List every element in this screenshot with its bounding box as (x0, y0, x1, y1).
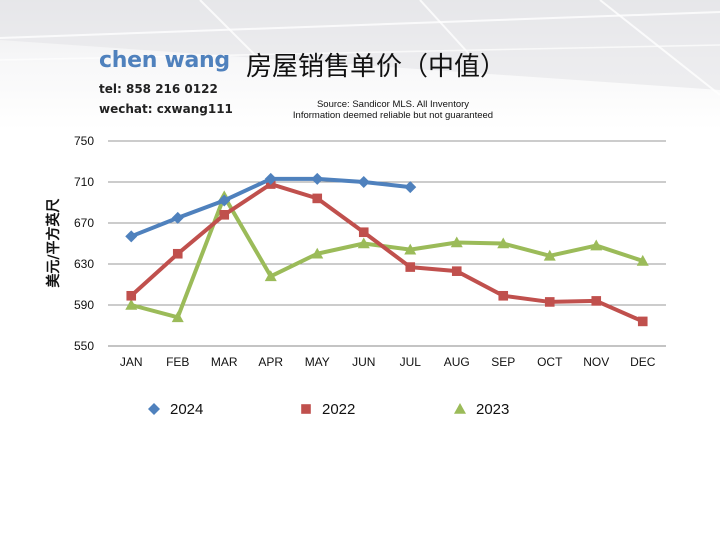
data-point-2022 (312, 193, 323, 204)
series-line-2023 (129, 194, 645, 320)
y-tick-label: 590 (74, 298, 94, 312)
data-point-2022 (405, 262, 416, 272)
source-note: Source: Sandicor MLS. All Inventory (316, 99, 470, 110)
data-point-2022 (591, 296, 602, 306)
x-tick-label: JAN (120, 355, 143, 369)
data-point-2024 (357, 176, 370, 188)
data-point-2023 (311, 247, 324, 259)
data-point-2022 (544, 297, 555, 307)
x-axis-ticks: JAN FEB MAR APR MAY JUN JUL AUG SEP OCT NOV DEC (120, 355, 656, 369)
chart-title: 房屋销售单价（中值） (246, 52, 507, 82)
x-tick-label: DEC (630, 355, 656, 369)
data-point-2022 (219, 210, 230, 220)
data-point-2023 (171, 311, 184, 323)
legend-label-2023: 2023 (476, 401, 509, 418)
legend-label-2024: 2024 (170, 401, 203, 418)
data-point-2023 (636, 254, 649, 266)
legend-marker-2024 (148, 403, 160, 415)
y-tick-label: 630 (74, 257, 94, 271)
data-point-2024 (218, 194, 231, 207)
x-tick-label: NOV (583, 355, 609, 369)
legend-marker-2023 (454, 403, 466, 414)
data-point-2022 (172, 248, 183, 259)
data-point-2023 (497, 237, 510, 249)
x-tick-label: JUL (400, 355, 422, 369)
data-point-2023 (357, 237, 370, 249)
x-tick-label: FEB (166, 355, 189, 369)
y-axis-ticks: 550 590 630 670 710 750 (74, 134, 94, 353)
y-tick-label: 750 (74, 134, 94, 148)
data-point-2023 (125, 299, 138, 310)
grid-lines (108, 140, 666, 347)
data-point-2023 (450, 236, 463, 248)
x-tick-label: MAR (211, 355, 238, 369)
y-tick-label: 550 (74, 339, 94, 353)
contact-tel: tel: 858 216 0122 (99, 82, 218, 96)
x-tick-label: SEP (491, 355, 515, 369)
data-point-2022 (126, 290, 137, 301)
x-tick-label: JUN (352, 355, 375, 369)
data-point-2024 (264, 172, 277, 185)
legend: 2024 2022 2023 (148, 401, 509, 418)
data-point-2024 (125, 230, 138, 243)
contact-wechat: wechat: cxwang111 (99, 102, 233, 116)
data-point-2022 (451, 266, 462, 276)
x-tick-label: AUG (444, 355, 470, 369)
disclaimer-note: Information deemed reliable but not guar… (292, 110, 494, 121)
author-name: chen wang (99, 48, 230, 73)
data-point-2023 (543, 249, 556, 261)
data-point-2022 (498, 290, 509, 301)
data-point-2024 (404, 181, 417, 194)
data-point-2022 (637, 316, 648, 327)
data-point-2023 (264, 270, 277, 282)
series-group (125, 172, 649, 327)
x-tick-label: MAY (305, 355, 330, 369)
y-tick-label: 710 (74, 175, 94, 189)
data-point-2023 (590, 239, 603, 251)
data-point-2024 (311, 172, 324, 185)
legend-marker-2022 (301, 404, 311, 414)
series-2024 (125, 172, 417, 243)
series-line-2022 (129, 182, 645, 324)
x-tick-label: OCT (537, 355, 563, 369)
data-point-2022 (358, 227, 369, 238)
data-point-2023 (404, 243, 417, 255)
legend-label-2022: 2022 (322, 401, 355, 418)
data-point-2024 (171, 211, 184, 224)
y-tick-label: 670 (74, 216, 94, 230)
x-tick-label: APR (258, 355, 283, 369)
y-axis-label: 美元/平方英尺 (45, 198, 62, 287)
series-2022 (126, 179, 648, 327)
